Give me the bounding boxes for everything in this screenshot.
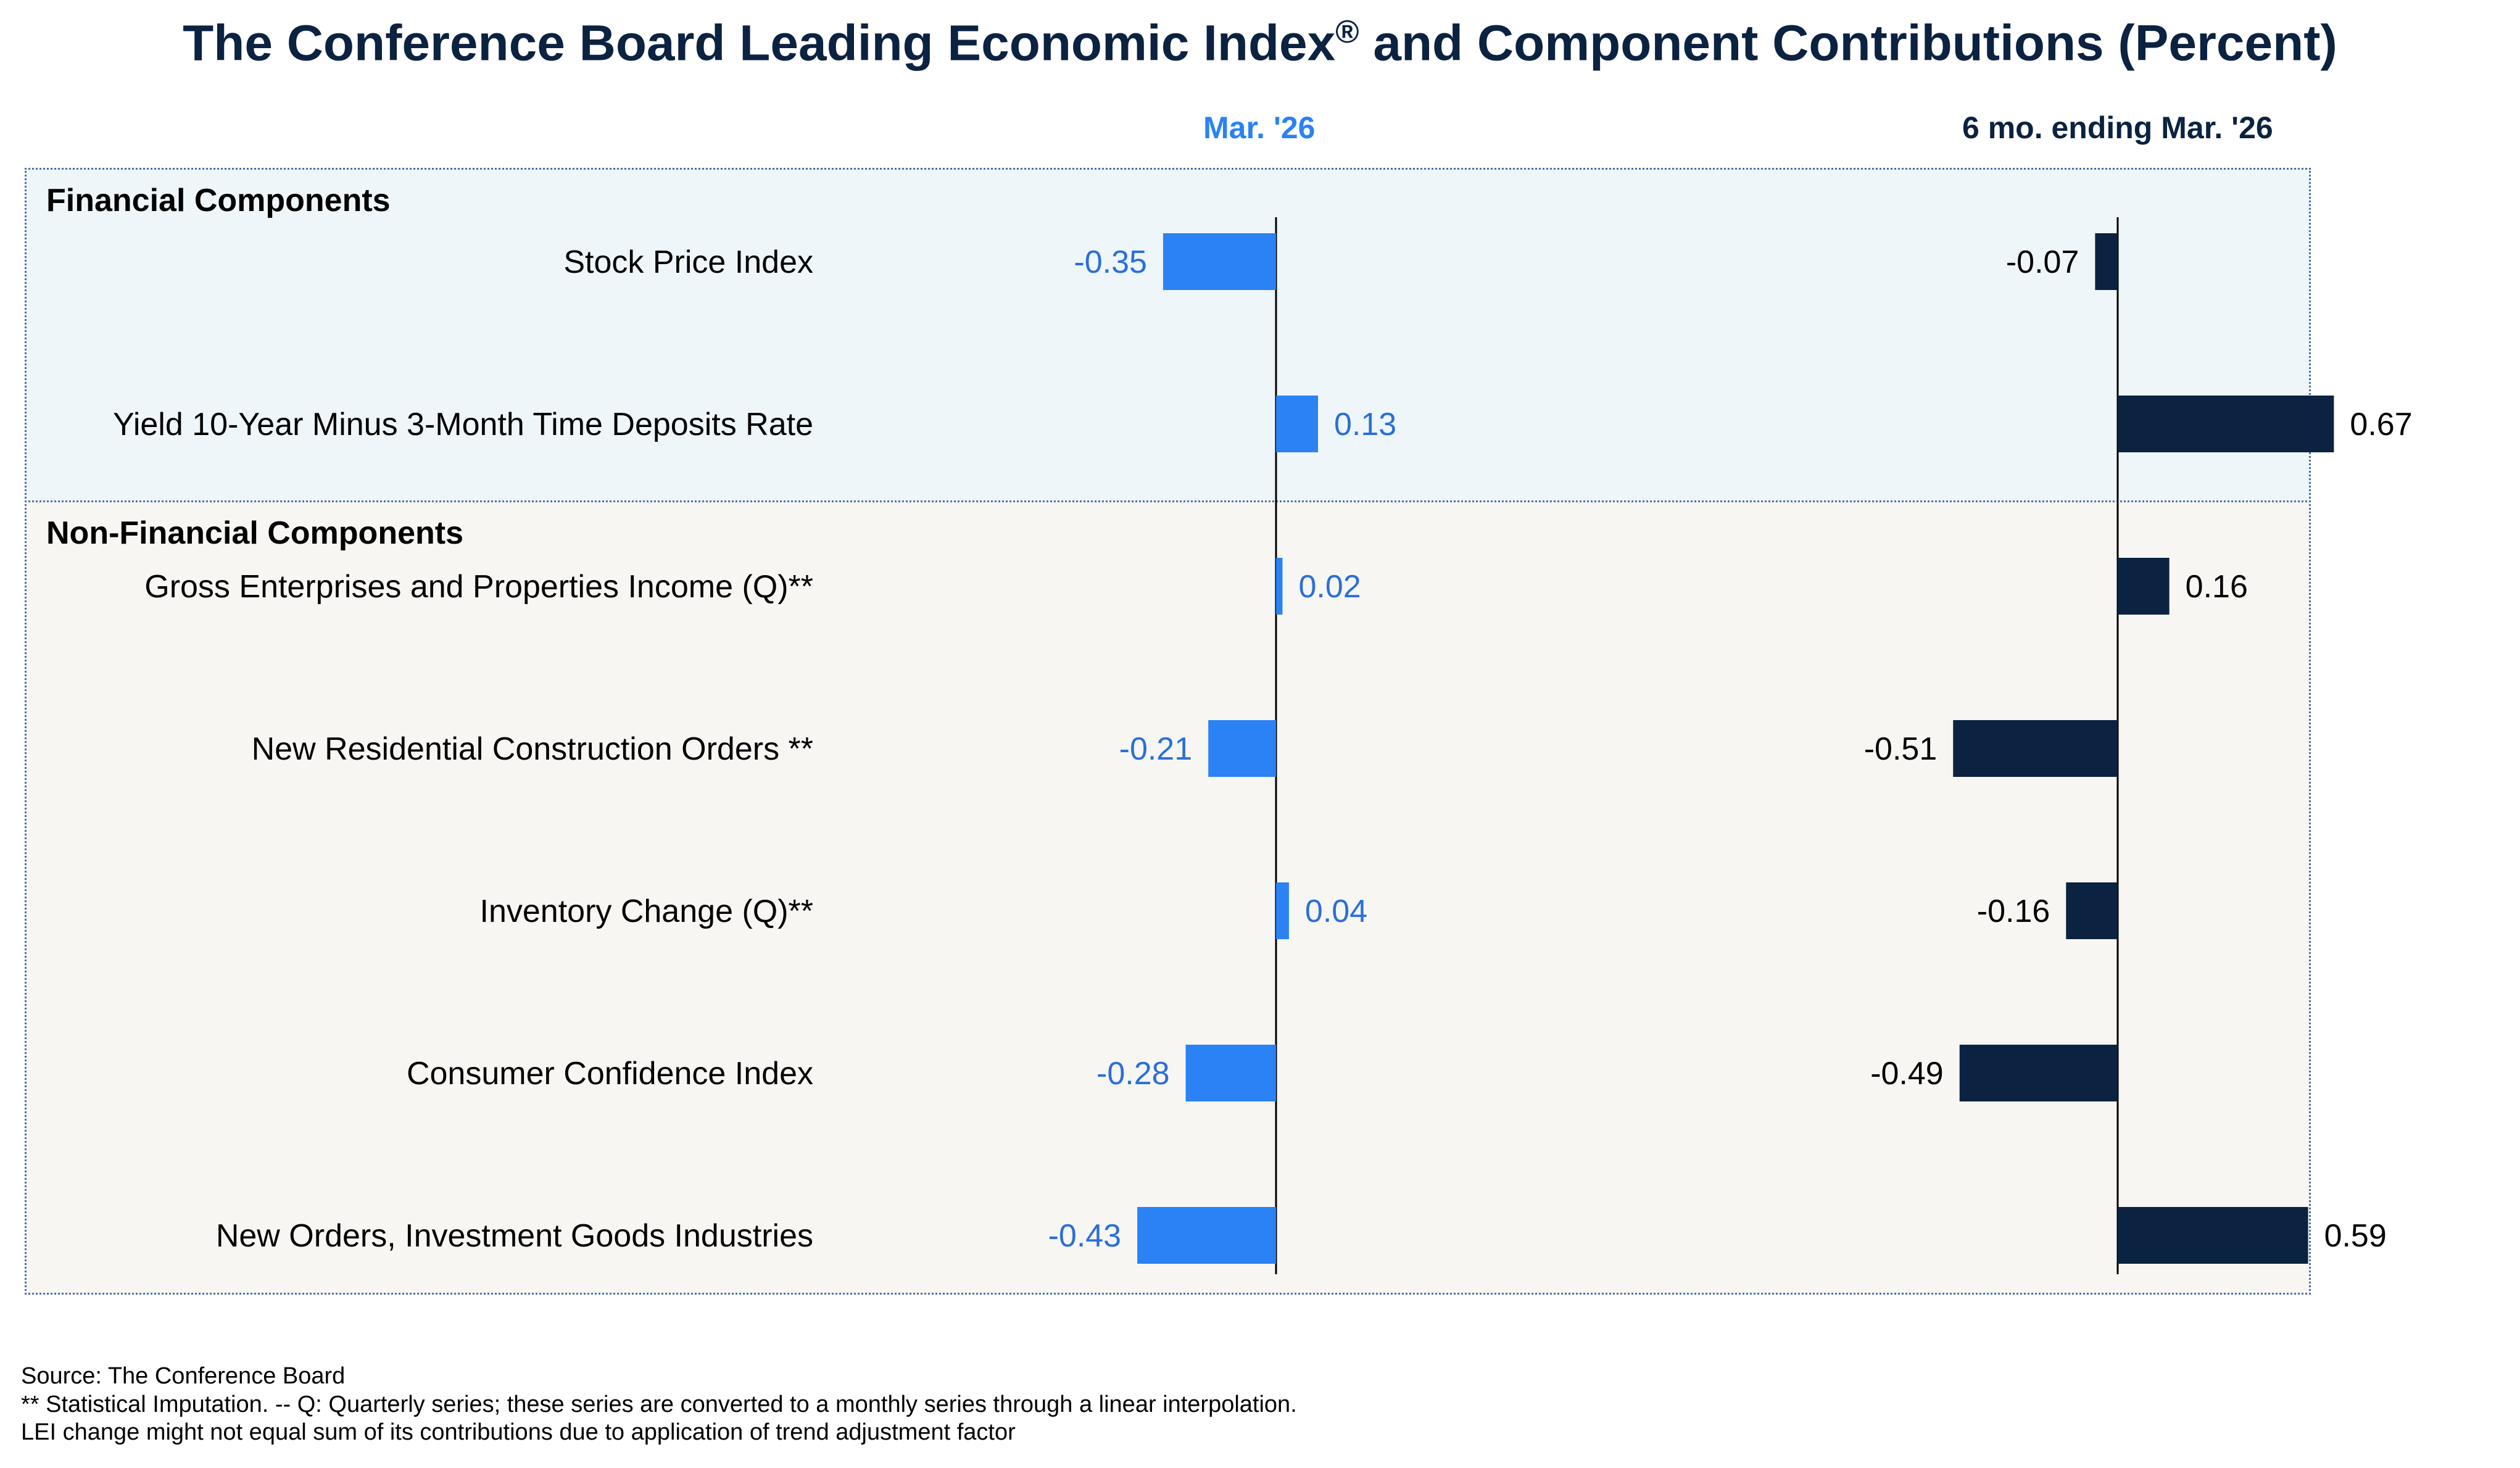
footnote-source: Source: The Conference Board <box>21 1363 346 1389</box>
bar-six-month <box>1959 1045 2118 1101</box>
bar-month <box>1276 558 1283 615</box>
section-title-financial: Financial Components <box>46 183 391 218</box>
chart-title: The Conference Board Leading Economic In… <box>183 14 2337 72</box>
section-non-financial: Non-Financial Components <box>25 500 2311 1295</box>
value-label-month: 0.13 <box>1334 407 1396 442</box>
row-label: Stock Price Index <box>563 244 813 280</box>
row-label: Inventory Change (Q)** <box>480 894 814 929</box>
column-header-six-month: 6 mo. ending Mar. '26 <box>1962 110 2273 145</box>
row-label: Gross Enterprises and Properties Income … <box>144 569 813 605</box>
value-label-six-month: -0.16 <box>1977 894 2050 929</box>
bar-month <box>1163 233 1276 290</box>
value-label-six-month: -0.07 <box>2006 244 2079 280</box>
footnote-trend: LEI change might not equal sum of its co… <box>21 1419 1016 1446</box>
value-label-month: -0.28 <box>1096 1056 1170 1092</box>
row-label: New Orders, Investment Goods Industries <box>216 1218 813 1254</box>
bar-six-month <box>2118 1207 2308 1264</box>
value-label-month: 0.02 <box>1298 569 1361 605</box>
bar-six-month <box>1953 720 2118 777</box>
footnote-imputation: ** Statistical Imputation. -- Q: Quarter… <box>21 1391 1297 1417</box>
row-label: New Residential Construction Orders ** <box>252 731 813 767</box>
value-label-six-month: 0.59 <box>2324 1218 2387 1254</box>
bar-month <box>1276 396 1318 452</box>
row-label: Yield 10-Year Minus 3-Month Time Deposit… <box>113 407 813 442</box>
bar-month <box>1208 720 1276 777</box>
bar-month <box>1137 1207 1276 1264</box>
section-financial: Financial Components <box>25 168 2311 502</box>
value-label-month: -0.21 <box>1119 731 1193 767</box>
value-label-six-month: 0.67 <box>2350 407 2412 442</box>
bar-month <box>1185 1045 1276 1101</box>
value-label-six-month: -0.51 <box>1864 731 1938 767</box>
bar-month <box>1276 882 1289 939</box>
bar-six-month <box>2066 882 2118 939</box>
value-label-month: -0.43 <box>1048 1218 1122 1254</box>
value-label-month: -0.35 <box>1074 244 1147 280</box>
column-header-month: Mar. '26 <box>1203 110 1316 145</box>
bar-six-month <box>2095 233 2118 290</box>
value-label-six-month: 0.16 <box>2186 569 2248 605</box>
bar-six-month <box>2118 558 2170 615</box>
bar-six-month <box>2118 396 2334 452</box>
value-label-month: 0.04 <box>1305 894 1367 929</box>
row-label: Consumer Confidence Index <box>407 1056 813 1092</box>
section-title-non-financial: Non-Financial Components <box>46 515 463 551</box>
footnotes: Source: The Conference Board ** Statisti… <box>21 1362 1297 1447</box>
value-label-six-month: -0.49 <box>1870 1056 1944 1092</box>
